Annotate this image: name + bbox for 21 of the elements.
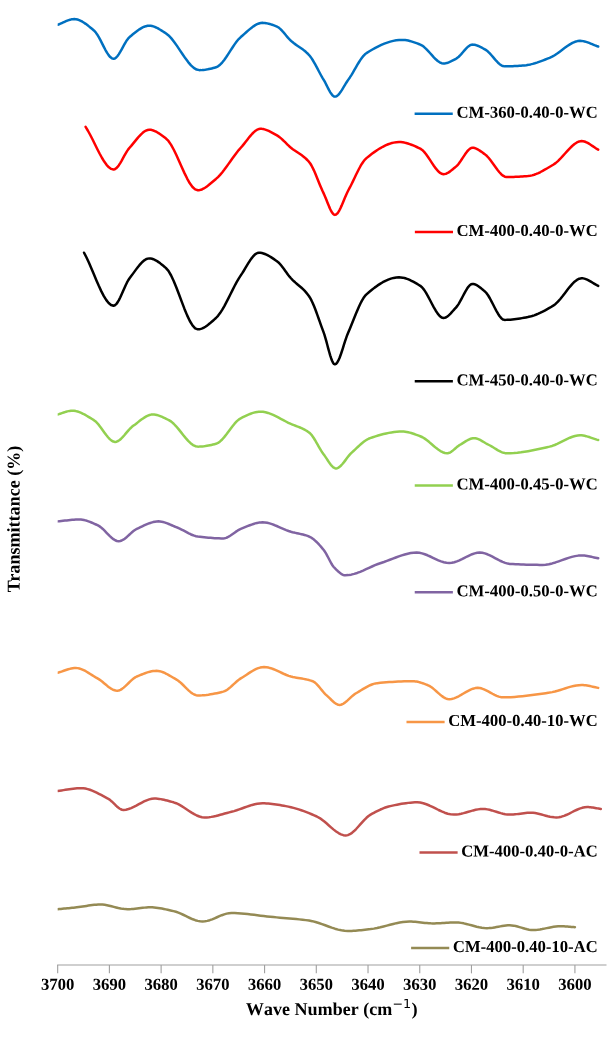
legend-label: CM-400-0.45-0-WC (457, 478, 597, 490)
x-tick-label: 3610 (507, 978, 540, 990)
legend-label: CM-400-0.40-10-WC (449, 714, 597, 727)
legend-label: CM-400-0.40-0-AC (462, 845, 597, 857)
x-tick-label: 3630 (403, 978, 436, 990)
x-tick-label: 3620 (455, 978, 488, 990)
x-axis-title: Wave Number (cm$^{−1}$) (246, 998, 417, 1019)
x-tick-label: 3660 (248, 978, 281, 990)
legend-label: CM-400-0.40-0-WC (457, 224, 597, 237)
x-tick-label: 3690 (93, 978, 126, 990)
x-tick-label: 3600 (558, 978, 591, 990)
x-tick-label: 3640 (351, 978, 385, 990)
legend-label: CM-400-0.40-10-AC (453, 940, 597, 953)
x-tick-label: 3650 (300, 978, 333, 990)
legend-label: CM-400-0.50-0-WC (457, 585, 597, 597)
x-tick-label: 3680 (145, 978, 178, 990)
legend-label: CM-360-0.40-0-WC (457, 106, 597, 118)
y-axis-title: Transmittance (%) (7, 446, 24, 593)
x-tick-label: 3670 (196, 978, 229, 990)
x-tick-label: 3700 (41, 978, 74, 990)
legend-label: CM-450-0.40-0-WC (457, 374, 597, 386)
